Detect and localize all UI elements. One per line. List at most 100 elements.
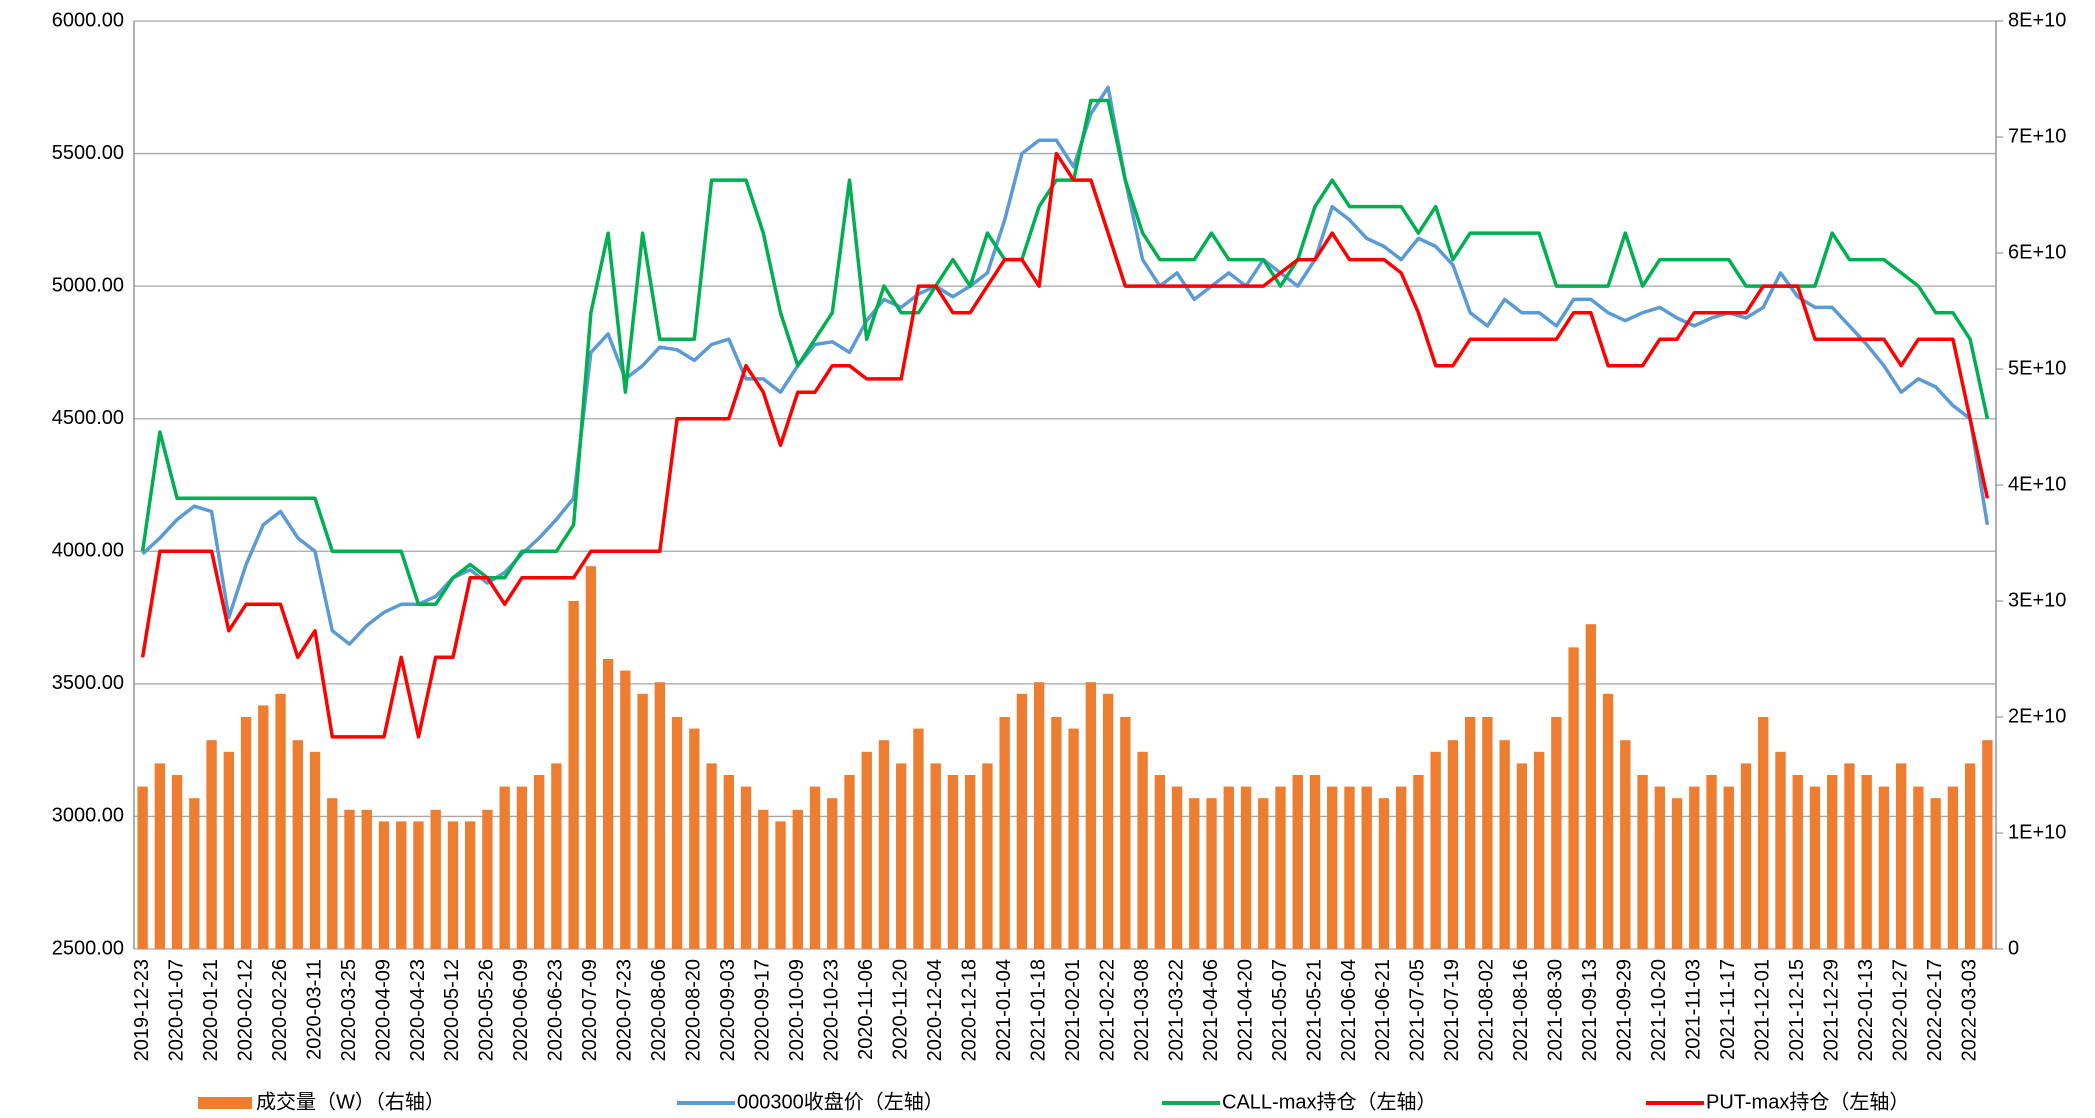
- x-tick-label: 2022-01-27: [1889, 959, 1911, 1061]
- volume-bar: [189, 798, 200, 949]
- x-tick-label: 2021-11-17: [1717, 959, 1739, 1060]
- volume-bar: [482, 809, 493, 949]
- x-tick-label: 2020-03-25: [338, 959, 360, 1061]
- x-tick-label: 2020-07-09: [579, 959, 601, 1061]
- volume-bar: [1758, 717, 1769, 949]
- volume-bar: [396, 821, 407, 949]
- x-tick-label: 2020-11-20: [889, 959, 911, 1060]
- x-tick-label: 2020-05-26: [476, 959, 498, 1061]
- volume-bar: [1964, 763, 1976, 949]
- x-tick-label: 2021-05-21: [1303, 959, 1325, 1061]
- y2-tick-label: 8E+10: [2008, 9, 2066, 31]
- series-line: [140, 98, 1990, 607]
- volume-bar: [1016, 693, 1028, 949]
- volume-bar: [499, 786, 510, 949]
- volume-bar: [1189, 798, 1200, 949]
- volume-bar: [171, 775, 183, 949]
- x-tick-label: 2021-08-02: [1476, 959, 1498, 1061]
- x-tick-label: 2019-12-23: [131, 959, 153, 1061]
- volume-bar: [568, 601, 579, 949]
- x-tick-label: 2020-10-23: [821, 959, 843, 1061]
- y2-tick-label: 5E+10: [2008, 357, 2066, 379]
- volume-bar: [930, 763, 941, 949]
- y2-tick-label: 7E+10: [2008, 125, 2066, 147]
- x-tick-label: 2020-09-03: [717, 959, 739, 1061]
- x-tick-label: 2021-01-04: [993, 959, 1015, 1061]
- volume-bar: [1327, 786, 1338, 949]
- volume-bar: [1792, 775, 1803, 949]
- volume-bar: [1516, 763, 1528, 949]
- volume-bar: [1068, 728, 1079, 949]
- volume-bar: [671, 717, 683, 949]
- x-tick-label: 2020-03-11: [303, 959, 325, 1060]
- series-line: [140, 151, 1990, 739]
- volume-bar: [1033, 682, 1045, 949]
- x-tick-label: 2020-10-09: [786, 959, 808, 1061]
- volume-bar: [1809, 786, 1821, 949]
- x-tick-label: 2021-07-05: [1407, 959, 1429, 1061]
- x-tick-label: 2021-09-29: [1614, 959, 1636, 1061]
- series-line: [141, 85, 1990, 646]
- volume-bar: [809, 786, 821, 949]
- volume-bar: [551, 763, 562, 949]
- volume-bar: [1085, 682, 1097, 949]
- x-tick-label: 2020-06-23: [545, 959, 567, 1061]
- volume-bar: [706, 763, 717, 949]
- volume-bar: [1258, 798, 1269, 949]
- volume-bar: [1671, 798, 1683, 949]
- y2-tick-label: 0: [2008, 937, 2019, 959]
- volume-bar: [1913, 786, 1924, 949]
- x-tick-label: 2020-04-09: [372, 959, 394, 1061]
- x-tick-label: 2020-04-23: [407, 959, 429, 1061]
- volume-bar: [1654, 786, 1665, 949]
- x-tick-label: 2021-10-20: [1648, 959, 1670, 1061]
- volume-bar: [620, 670, 631, 949]
- volume-bar: [465, 821, 476, 949]
- volume-bar: [723, 775, 734, 949]
- volume-bar: [775, 821, 786, 949]
- volume-bar: [1723, 786, 1734, 949]
- volume-bar: [1982, 740, 1993, 949]
- x-tick-label: 2021-01-18: [1027, 959, 1049, 1061]
- x-tick-label: 2022-02-17: [1924, 959, 1946, 1061]
- x-tick-label: 2022-01-13: [1855, 959, 1877, 1061]
- x-tick-label: 2020-07-23: [614, 959, 636, 1061]
- x-tick-label: 2021-06-21: [1372, 959, 1394, 1061]
- x-tick-label: 2020-12-04: [924, 959, 946, 1061]
- legend-swatch: [198, 1097, 252, 1109]
- x-tick-label: 2021-09-13: [1579, 959, 1601, 1061]
- volume-bar: [1223, 786, 1234, 949]
- y-tick-label: 3500.00: [52, 672, 124, 694]
- volume-bar: [154, 763, 166, 949]
- volume-bar: [1568, 647, 1579, 949]
- volume-bar: [689, 728, 700, 949]
- volume-bar: [206, 740, 217, 949]
- x-tick-label: 2020-08-06: [648, 959, 670, 1061]
- volume-bar: [1947, 786, 1959, 949]
- volume-bar: [344, 809, 355, 949]
- volume-bar: [533, 775, 545, 949]
- x-tick-label: 2021-06-04: [1338, 959, 1360, 1061]
- volume-bar: [861, 751, 872, 949]
- y-tick-label: 6000.00: [52, 9, 124, 31]
- volume-bar: [275, 693, 286, 949]
- x-tick-label: 2020-02-12: [234, 959, 256, 1061]
- volume-bar: [740, 786, 752, 949]
- volume-bar: [1361, 786, 1372, 949]
- volume-bar: [1551, 717, 1562, 949]
- volume-bar: [1240, 786, 1252, 949]
- volume-bar: [327, 798, 338, 949]
- volume-bar: [792, 809, 803, 949]
- y2-tick-label: 4E+10: [2008, 473, 2066, 495]
- volume-bar: [1120, 717, 1131, 949]
- x-tick-label: 2020-09-17: [752, 959, 774, 1061]
- volume-bar: [1396, 786, 1407, 949]
- volume-bar: [1602, 693, 1614, 949]
- volume-bar: [1844, 763, 1855, 949]
- volume-bar: [1861, 775, 1872, 949]
- volume-bar: [1447, 740, 1459, 949]
- y2-tick-label: 1E+10: [2008, 821, 2066, 843]
- x-tick-label: 2020-08-20: [683, 959, 705, 1061]
- volume-bar: [1154, 775, 1165, 949]
- x-tick-label: 2020-01-21: [200, 959, 222, 1061]
